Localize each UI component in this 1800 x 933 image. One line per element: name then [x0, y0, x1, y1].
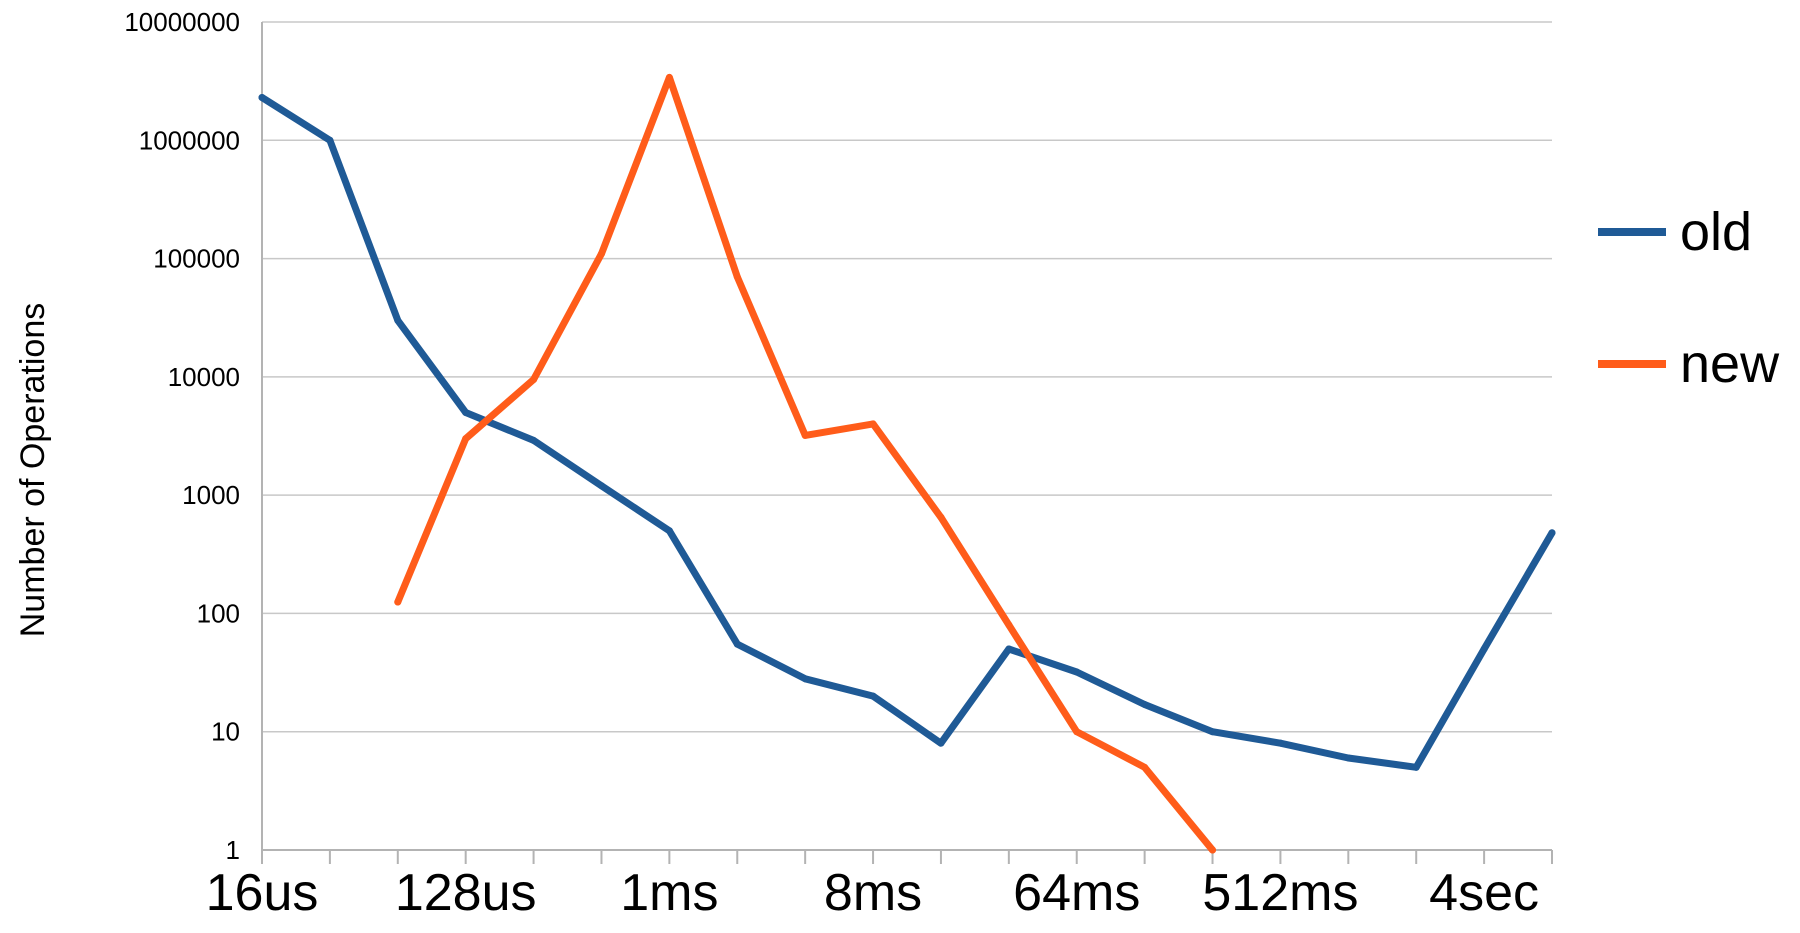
- legend-label-new: new: [1680, 334, 1780, 394]
- series: [258, 73, 1556, 854]
- x-tick-label: 1ms: [620, 864, 718, 922]
- data-point-new: [1005, 621, 1013, 629]
- data-point-new: [869, 420, 877, 428]
- series-line-new: [394, 73, 1216, 854]
- x-tick-label: 8ms: [824, 864, 922, 922]
- series-line-old: [258, 94, 1556, 771]
- x-tick-label: 16us: [206, 864, 319, 922]
- data-point-old: [1005, 645, 1013, 653]
- x-tick-label: 512ms: [1202, 864, 1358, 922]
- y-tick-label: 100000: [153, 244, 240, 274]
- data-point-old: [1412, 763, 1420, 771]
- data-point-old: [801, 675, 809, 683]
- data-point-new: [1073, 728, 1081, 736]
- y-tick-label: 10000: [168, 362, 240, 392]
- axes: 1 10 100 1000 10000 100000 1000000 10000000 16us…: [124, 7, 1553, 922]
- data-point-old: [258, 93, 266, 101]
- legend-label-old: old: [1680, 202, 1752, 262]
- data-point-new: [1209, 846, 1217, 854]
- data-point-old: [1480, 645, 1488, 653]
- x-tick-label: 64ms: [1013, 864, 1140, 922]
- data-point-new: [530, 375, 538, 383]
- x-tick-label: 128us: [395, 864, 537, 922]
- y-tick-label: 1000: [182, 480, 240, 510]
- data-point-new: [801, 431, 809, 439]
- data-point-old: [1276, 739, 1284, 747]
- y-tick-label: 1: [226, 835, 240, 865]
- data-point-old: [530, 436, 538, 444]
- y-axis-title: Number of Operations: [14, 303, 52, 638]
- data-point-old: [394, 316, 402, 324]
- y-tick-label: 10: [211, 717, 240, 747]
- x-tick-label: 4sec: [1429, 864, 1539, 922]
- data-point-old: [1548, 529, 1556, 537]
- data-point-new: [665, 73, 673, 81]
- data-point-old: [462, 408, 470, 416]
- data-point-old: [1073, 668, 1081, 676]
- data-point-old: [733, 640, 741, 648]
- data-point-new: [937, 513, 945, 521]
- y-tick-label: 1000000: [139, 125, 240, 155]
- data-point-new: [733, 273, 741, 281]
- data-point-old: [597, 482, 605, 490]
- data-point-old: [326, 136, 334, 144]
- data-point-new: [597, 250, 605, 258]
- data-point-old: [665, 527, 673, 535]
- data-point-old: [1209, 728, 1217, 736]
- data-point-old: [1344, 754, 1352, 762]
- data-point-old: [1141, 700, 1149, 708]
- y-tick-label: 10000000: [124, 7, 240, 37]
- data-point-new: [462, 435, 470, 443]
- grid: [262, 21, 1552, 851]
- data-point-old: [869, 692, 877, 700]
- legend: old new: [1598, 202, 1780, 394]
- data-point-old: [937, 739, 945, 747]
- data-point-new: [1141, 763, 1149, 771]
- data-point-new: [394, 598, 402, 606]
- y-tick-label: 100: [197, 598, 240, 628]
